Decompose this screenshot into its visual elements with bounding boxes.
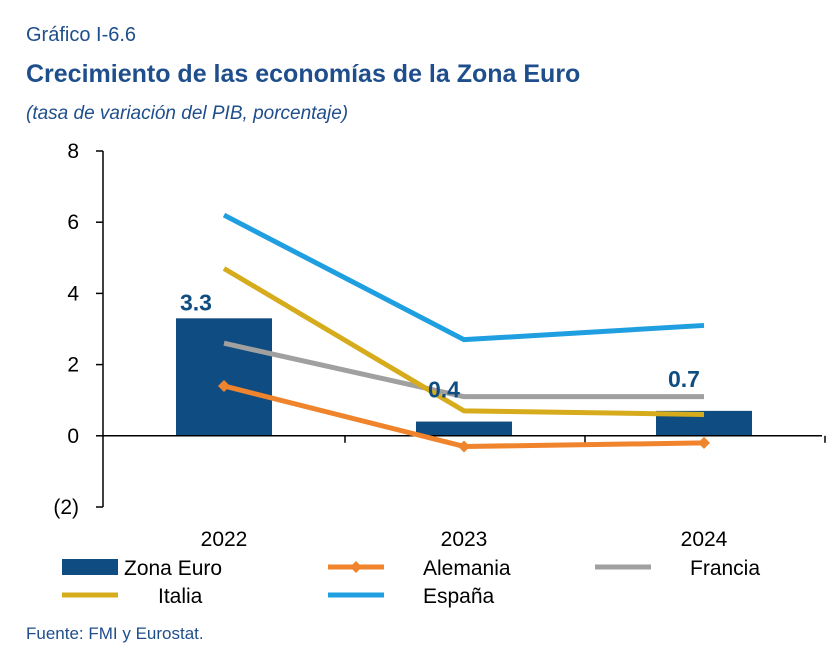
y-tick-label: 6 [67, 211, 79, 234]
data-label-2023: 0.4 [428, 377, 460, 403]
x-tick-label: 2022 [201, 528, 248, 551]
chart-title: Crecimiento de las economías de la Zona … [26, 60, 581, 88]
chart-subtitle: (tasa de variación del PIB, porcentaje) [26, 103, 349, 124]
legend-label-españa: España [423, 585, 495, 608]
y-tick-label: (2) [53, 496, 79, 519]
figure-number: Gráfico I-6.6 [26, 24, 137, 46]
x-tick-label: 2023 [441, 528, 488, 551]
legend-swatch-zona-euro [62, 559, 118, 575]
line-españa [222, 212, 705, 343]
bar-2022 [176, 318, 272, 436]
y-tick-label: 0 [67, 425, 79, 448]
bar-series [176, 318, 752, 436]
y-tick-label: 8 [67, 140, 79, 163]
chart-legend: Zona Euro Alemania Francia Italia España [62, 557, 760, 608]
data-label-2022: 3.3 [180, 289, 212, 315]
source-note: Fuente: FMI y Eurostat. [26, 624, 204, 643]
line-italia [222, 266, 705, 417]
legend-label-francia: Francia [690, 557, 760, 580]
chart-axes: (2) 0 2 4 6 8 2022 2023 2024 [53, 140, 826, 551]
line-series [218, 212, 710, 453]
legend-marker-alemania [350, 561, 362, 573]
bar-2023 [416, 421, 512, 436]
marker-alemania-2024 [698, 436, 710, 449]
marker-alemania-2023 [458, 440, 470, 453]
y-tick-label: 4 [67, 282, 79, 305]
line-francia [223, 340, 704, 400]
legend-label-italia: Italia [158, 585, 203, 608]
legend-label-alemania: Alemania [423, 557, 511, 580]
x-tick-label: 2024 [681, 528, 728, 551]
data-label-2024: 0.7 [668, 366, 700, 392]
legend-label-zona-euro: Zona Euro [124, 557, 222, 580]
marker-alemania-2022 [218, 379, 230, 392]
data-labels: 3.3 0.4 0.7 [180, 289, 700, 402]
y-tick-label: 2 [67, 354, 79, 377]
